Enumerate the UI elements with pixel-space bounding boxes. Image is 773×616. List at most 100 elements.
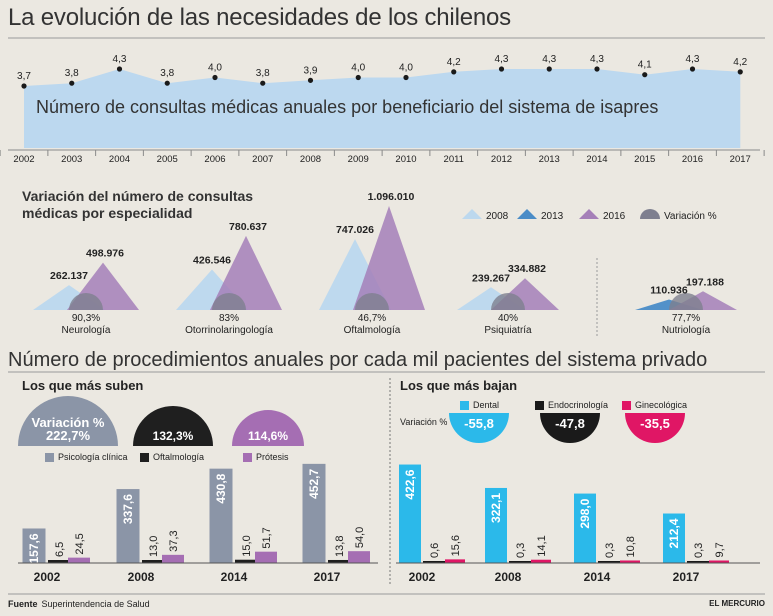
x-label-2003: 2003 (61, 154, 82, 165)
value-Neurología-2008: 262.137 (50, 270, 88, 282)
bajan-label-Dental-2017: 212,4 (667, 518, 681, 548)
point-2005 (164, 80, 170, 86)
variacion-Neurología (69, 293, 103, 310)
value-Nutriología-2013: 110.936 (650, 284, 688, 296)
badge-protesis-shape (232, 410, 304, 446)
variacion-label-Nutriología: 77,7% (672, 313, 700, 324)
legend-psico-label: Psicología clínica (58, 452, 128, 462)
especialidad-Psiquiatría: Psiquiatría (484, 325, 532, 336)
bajan-label-Dental-2002: 422,6 (403, 469, 417, 499)
point-2004 (116, 66, 123, 72)
x-label-2012: 2012 (491, 154, 512, 165)
variacion-Oftalmología (355, 293, 389, 310)
legend-marker-2013 (517, 209, 537, 219)
suben-label-Psicología clínica-2014: 430,8 (214, 473, 228, 503)
suben-year-2002: 2002 (34, 570, 61, 584)
value-label-2015: 4,1 (638, 60, 652, 71)
badge-oftal-shape (133, 406, 213, 446)
chart2-title: Variación del número de consultas médica… (22, 188, 254, 221)
bajan-label-Endocrinología-2014: 0,3 (604, 543, 616, 558)
value-Otorrinolaringología-2016: 780.637 (229, 221, 267, 233)
point-2015 (642, 72, 648, 78)
x-label-2009: 2009 (348, 154, 369, 165)
legend-endo: Endocrinología (535, 400, 608, 410)
suben-label-Psicología clínica-2008: 337,6 (121, 494, 135, 524)
point-2013 (546, 66, 552, 72)
credit: EL MERCURIO (709, 599, 765, 608)
suben-bar-Oftalmología-2014 (235, 559, 257, 563)
point-2017 (737, 69, 743, 75)
suben-label-Prótesis-2008: 37,3 (168, 530, 180, 551)
suben-bar-Psicología clínica-2014 (209, 468, 233, 563)
legend-endo-label: Endocrinología (548, 400, 609, 410)
suben-bar-Prótesis-2008 (162, 554, 184, 563)
value-label-2013: 4,3 (542, 54, 556, 65)
badge-psico-shape (18, 396, 118, 446)
value-Oftalmología-2016: 1.096.010 (368, 191, 415, 203)
suben-label-Psicología clínica-2002: 157,6 (27, 533, 41, 563)
bajan-bar-Dental-2017 (663, 513, 685, 563)
suben-label-Prótesis-2014: 51,7 (261, 527, 273, 548)
variacion-label-Oftalmología: 46,7% (358, 313, 386, 324)
suben-label-Prótesis-2017: 54,0 (354, 527, 366, 548)
bajan-bar-Ginecológica-2014 (620, 560, 640, 563)
bajan-label-Dental-2014: 298,0 (578, 498, 592, 528)
point-2009 (355, 74, 361, 81)
consultas-area (24, 69, 741, 148)
value-label-2011: 4,2 (447, 57, 461, 68)
page-title: La evolución de las necesidades de los c… (8, 4, 511, 31)
suben-bar-Prótesis-2002 (68, 557, 90, 563)
x-label-2005: 2005 (157, 154, 178, 165)
value-label-2002: 3,7 (17, 71, 31, 82)
legend-protesis-label: Prótesis (256, 452, 289, 462)
legend-endo-swatch (535, 400, 544, 410)
value-Otorrinolaringología-2008: 426.546 (193, 255, 231, 267)
legend-dental-swatch (460, 400, 469, 410)
suben-label-Oftalmología-2002: 6,5 (54, 542, 66, 557)
x-label-2004: 2004 (109, 154, 130, 165)
source-line: Fuente Superintendencia de Salud (8, 599, 150, 609)
variacion-Nutriología (669, 293, 703, 310)
legend-gine-label: Ginecológica (635, 400, 688, 410)
x-label-2015: 2015 (634, 154, 655, 165)
suben-label-Oftalmología-2014: 15,0 (241, 535, 253, 556)
bajan-bar-Ginecológica-2017 (709, 560, 729, 563)
x-label-2006: 2006 (204, 154, 225, 165)
legend-marker-variacion (640, 209, 660, 219)
suben-label-Oftalmología-2008: 13,0 (148, 536, 160, 557)
suben-year-2014: 2014 (221, 570, 248, 584)
point-2016 (689, 66, 696, 72)
legend-gine: Ginecológica (622, 400, 687, 410)
variacion-label-Otorrinolaringología: 83% (219, 313, 239, 324)
suben-label-Psicología clínica-2017: 452,7 (307, 469, 321, 499)
bajan-bar-Endocrinología-2017 (687, 561, 709, 563)
badge-dental-shape (449, 413, 509, 443)
bajan-label-Ginecológica-2008: 14,1 (536, 535, 548, 556)
peak-Oftalmología-2016 (353, 206, 425, 310)
badge-psico-text-0: Variación % (32, 415, 105, 430)
bajan-bar-Endocrinología-2002 (423, 561, 445, 563)
especialidad-Oftalmología: Oftalmología (344, 325, 401, 336)
legend-psico: Psicología clínica (45, 452, 128, 462)
point-2010 (403, 74, 409, 81)
suben-bar-Oftalmología-2002 (48, 560, 70, 563)
value-label-2012: 4,3 (495, 54, 509, 65)
value-label-2004: 4,3 (113, 54, 127, 65)
bajan-bar-Dental-2002 (399, 464, 421, 563)
bajan-label-Endocrinología-2002: 0,6 (429, 543, 441, 558)
legend-marker-2016 (579, 209, 599, 219)
chart3-subtitle: Los que más suben (22, 378, 144, 393)
suben-bar-Psicología clínica-2017 (302, 463, 326, 563)
point-2007 (260, 80, 266, 86)
point-2008 (307, 77, 314, 83)
bajan-year-2008: 2008 (495, 570, 522, 584)
legend-label-Variación %: Variación % (664, 211, 717, 222)
x-label-2016: 2016 (682, 154, 703, 165)
point-2002 (21, 83, 27, 89)
badge-endo-text: -47,8 (555, 416, 585, 431)
legend-label-2008: 2008 (486, 211, 509, 222)
bajan-bar-Endocrinología-2008 (509, 561, 531, 563)
x-label-2014: 2014 (586, 154, 607, 165)
badge-endo-shape (540, 413, 600, 443)
